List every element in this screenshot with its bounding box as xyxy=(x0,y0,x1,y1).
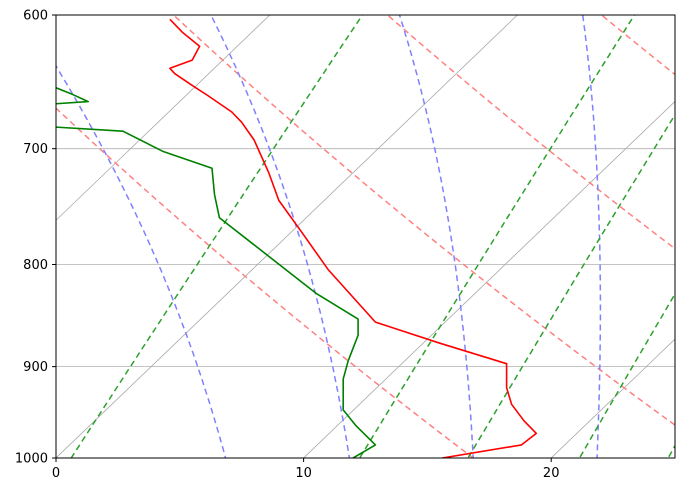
tick-layer: 600 700 800 900 1000 0 10 20 xyxy=(15,9,560,482)
moist-adiabat-290 xyxy=(398,15,474,458)
series-line-1 xyxy=(56,86,377,458)
moist-adiabat-295 xyxy=(581,15,602,458)
x-tick-label-10: 10 xyxy=(295,466,312,481)
series-layer xyxy=(56,18,538,458)
y-tick-label-1000: 1000 xyxy=(15,452,48,467)
isotherm-20 xyxy=(550,338,675,458)
isotherm-0 xyxy=(56,15,518,458)
mixing-ratio-9 xyxy=(358,15,636,458)
isotherm--10 xyxy=(56,15,271,221)
y-tick-label-700: 700 xyxy=(23,142,48,157)
x-tick-label-20: 20 xyxy=(543,466,560,481)
y-tick-label-600: 600 xyxy=(23,9,48,24)
mixing-ratio-12 xyxy=(467,113,675,458)
mixing-ratio-4 xyxy=(70,15,364,458)
moist-adiabat-280 xyxy=(56,64,227,458)
y-tick-label-800: 800 xyxy=(23,258,48,273)
dry-adiabat-310 xyxy=(386,15,675,250)
moist-adiabat-285 xyxy=(210,15,351,458)
series-line-0 xyxy=(169,18,538,458)
y-tick-label-900: 900 xyxy=(23,360,48,375)
plot-frame xyxy=(55,14,676,459)
dry-adiabat-290 xyxy=(56,107,475,458)
isotherm-10 xyxy=(302,100,675,458)
plot-background xyxy=(56,15,675,458)
isotherm--20 xyxy=(0,0,53,492)
x-tick-label-0: 0 xyxy=(52,466,60,481)
